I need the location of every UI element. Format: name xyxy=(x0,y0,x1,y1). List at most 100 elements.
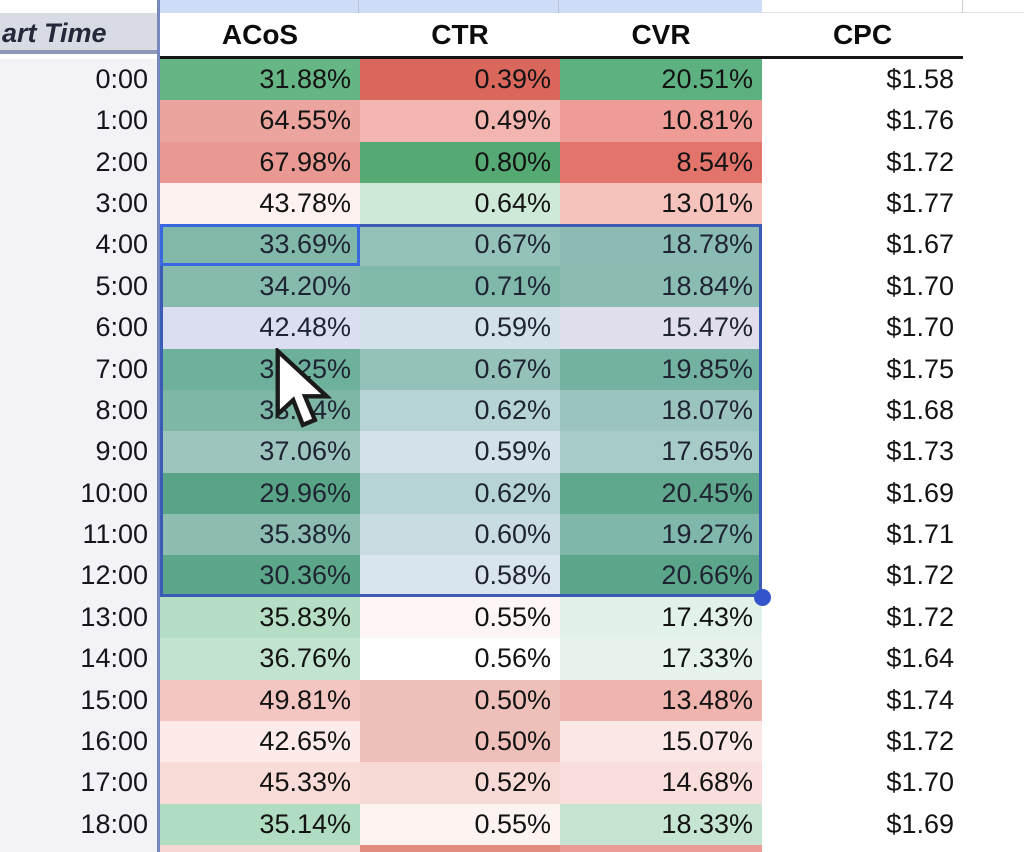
acos-cell[interactable]: 33.69% xyxy=(160,224,360,266)
acos-cell[interactable]: 64.55% xyxy=(160,100,360,142)
cvr-cell[interactable]: 20.66% xyxy=(560,555,762,597)
cvr-cell[interactable]: 17.43% xyxy=(560,596,762,639)
cpc-cell[interactable]: $1.70 xyxy=(762,307,963,349)
acos-cell[interactable]: 31.88% xyxy=(160,59,360,101)
cvr-cell[interactable]: 18.33% xyxy=(560,803,762,846)
cpc-cell[interactable]: $1.69 xyxy=(762,472,963,515)
cpc-cell[interactable]: $1.70 xyxy=(762,265,963,308)
cvr-cell[interactable]: 18.78% xyxy=(560,224,762,266)
time-cell[interactable]: 12:00 xyxy=(0,555,157,597)
time-cell[interactable]: 0:00 xyxy=(0,59,157,101)
cpc-cell[interactable]: $1.70 xyxy=(762,762,963,804)
acos-cell[interactable]: 67.98% xyxy=(160,141,360,184)
cpc-cell[interactable]: $1.64 xyxy=(762,638,963,680)
column-header-cpc[interactable]: CPC xyxy=(762,13,963,57)
time-cell[interactable]: 18:00 xyxy=(0,803,157,846)
cpc-cell[interactable]: $1.72 xyxy=(762,555,963,597)
acos-cell[interactable]: 42.65% xyxy=(160,720,360,763)
partial-row-ctr-cell[interactable] xyxy=(360,845,560,852)
ctr-cell[interactable]: 0.59% xyxy=(360,307,560,349)
time-cell[interactable]: 17:00 xyxy=(0,762,157,804)
cpc-cell[interactable]: $1.71 xyxy=(762,514,963,556)
ctr-cell[interactable]: 0.80% xyxy=(360,141,560,184)
time-cell[interactable]: 16:00 xyxy=(0,720,157,763)
time-column-header[interactable]: art Time xyxy=(0,13,157,54)
time-cell[interactable]: 2:00 xyxy=(0,141,157,184)
acos-cell[interactable]: 35.14% xyxy=(160,803,360,846)
acos-cell[interactable]: 42.48% xyxy=(160,307,360,349)
time-cell[interactable]: 1:00 xyxy=(0,100,157,142)
acos-cell[interactable]: 34.20% xyxy=(160,265,360,308)
time-cell[interactable]: 15:00 xyxy=(0,679,157,721)
acos-cell[interactable]: 43.78% xyxy=(160,183,360,225)
partial-row-cpc-cell[interactable] xyxy=(762,845,963,852)
column-header-acos[interactable]: ACoS xyxy=(160,13,360,57)
ctr-cell[interactable]: 0.39% xyxy=(360,59,560,101)
acos-cell[interactable]: 36.76% xyxy=(160,638,360,680)
partial-row-acos-cell[interactable] xyxy=(160,845,360,852)
ctr-cell[interactable]: 0.67% xyxy=(360,224,560,266)
acos-cell[interactable]: 45.33% xyxy=(160,762,360,804)
cvr-cell[interactable]: 15.07% xyxy=(560,720,762,763)
cpc-cell[interactable]: $1.68 xyxy=(762,389,963,432)
ctr-cell[interactable]: 0.50% xyxy=(360,720,560,763)
time-cell[interactable]: 3:00 xyxy=(0,183,157,225)
ctr-cell[interactable]: 0.64% xyxy=(360,183,560,225)
cvr-cell[interactable]: 17.33% xyxy=(560,638,762,680)
ctr-cell[interactable]: 0.55% xyxy=(360,803,560,846)
cvr-cell[interactable]: 10.81% xyxy=(560,100,762,142)
cvr-cell[interactable]: 13.48% xyxy=(560,679,762,721)
acos-cell[interactable]: 31.25% xyxy=(160,348,360,390)
acos-cell[interactable]: 35.83% xyxy=(160,596,360,639)
cpc-cell[interactable]: $1.77 xyxy=(762,183,963,225)
cvr-cell[interactable]: 19.85% xyxy=(560,348,762,390)
ctr-cell[interactable]: 0.62% xyxy=(360,472,560,515)
ctr-cell[interactable]: 0.52% xyxy=(360,762,560,804)
ctr-cell[interactable]: 0.50% xyxy=(360,679,560,721)
acos-cell[interactable]: 37.06% xyxy=(160,431,360,473)
ctr-cell[interactable]: 0.60% xyxy=(360,514,560,556)
acos-cell[interactable]: 29.96% xyxy=(160,472,360,515)
selection-handle[interactable] xyxy=(754,588,771,606)
ctr-cell[interactable]: 0.58% xyxy=(360,555,560,597)
cpc-cell[interactable]: $1.76 xyxy=(762,100,963,142)
time-cell[interactable]: 13:00 xyxy=(0,596,157,639)
cvr-cell[interactable]: 15.47% xyxy=(560,307,762,349)
cvr-cell[interactable]: 20.45% xyxy=(560,472,762,515)
column-header-cvr[interactable]: CVR xyxy=(560,13,762,57)
acos-cell[interactable]: 33.64% xyxy=(160,389,360,432)
time-cell[interactable]: 4:00 xyxy=(0,224,157,266)
cvr-cell[interactable]: 17.65% xyxy=(560,431,762,473)
cpc-cell[interactable]: $1.73 xyxy=(762,431,963,473)
time-cell[interactable]: 6:00 xyxy=(0,307,157,349)
cvr-cell[interactable]: 14.68% xyxy=(560,762,762,804)
time-cell[interactable]: 8:00 xyxy=(0,389,157,432)
cvr-cell[interactable]: 20.51% xyxy=(560,59,762,101)
time-cell[interactable]: 10:00 xyxy=(0,472,157,515)
cvr-cell[interactable]: 8.54% xyxy=(560,141,762,184)
cvr-cell[interactable]: 18.84% xyxy=(560,265,762,308)
time-cell[interactable]: 14:00 xyxy=(0,638,157,680)
time-cell[interactable]: 7:00 xyxy=(0,348,157,390)
partial-row-time-cell[interactable] xyxy=(0,845,157,852)
time-cell[interactable]: 9:00 xyxy=(0,431,157,473)
cvr-cell[interactable]: 19.27% xyxy=(560,514,762,556)
ctr-cell[interactable]: 0.71% xyxy=(360,265,560,308)
cpc-cell[interactable]: $1.75 xyxy=(762,348,963,390)
cpc-cell[interactable]: $1.67 xyxy=(762,224,963,266)
ctr-cell[interactable]: 0.67% xyxy=(360,348,560,390)
cvr-cell[interactable]: 13.01% xyxy=(560,183,762,225)
cpc-cell[interactable]: $1.74 xyxy=(762,679,963,721)
ctr-cell[interactable]: 0.49% xyxy=(360,100,560,142)
cpc-cell[interactable]: $1.72 xyxy=(762,596,963,639)
acos-cell[interactable]: 35.38% xyxy=(160,514,360,556)
cpc-cell[interactable]: $1.72 xyxy=(762,141,963,184)
ctr-cell[interactable]: 0.59% xyxy=(360,431,560,473)
time-cell[interactable]: 5:00 xyxy=(0,265,157,308)
cvr-cell[interactable]: 18.07% xyxy=(560,389,762,432)
time-cell[interactable]: 11:00 xyxy=(0,514,157,556)
ctr-cell[interactable]: 0.56% xyxy=(360,638,560,680)
partial-row-cvr-cell[interactable] xyxy=(560,845,762,852)
ctr-cell[interactable]: 0.55% xyxy=(360,596,560,639)
cpc-cell[interactable]: $1.58 xyxy=(762,59,963,101)
